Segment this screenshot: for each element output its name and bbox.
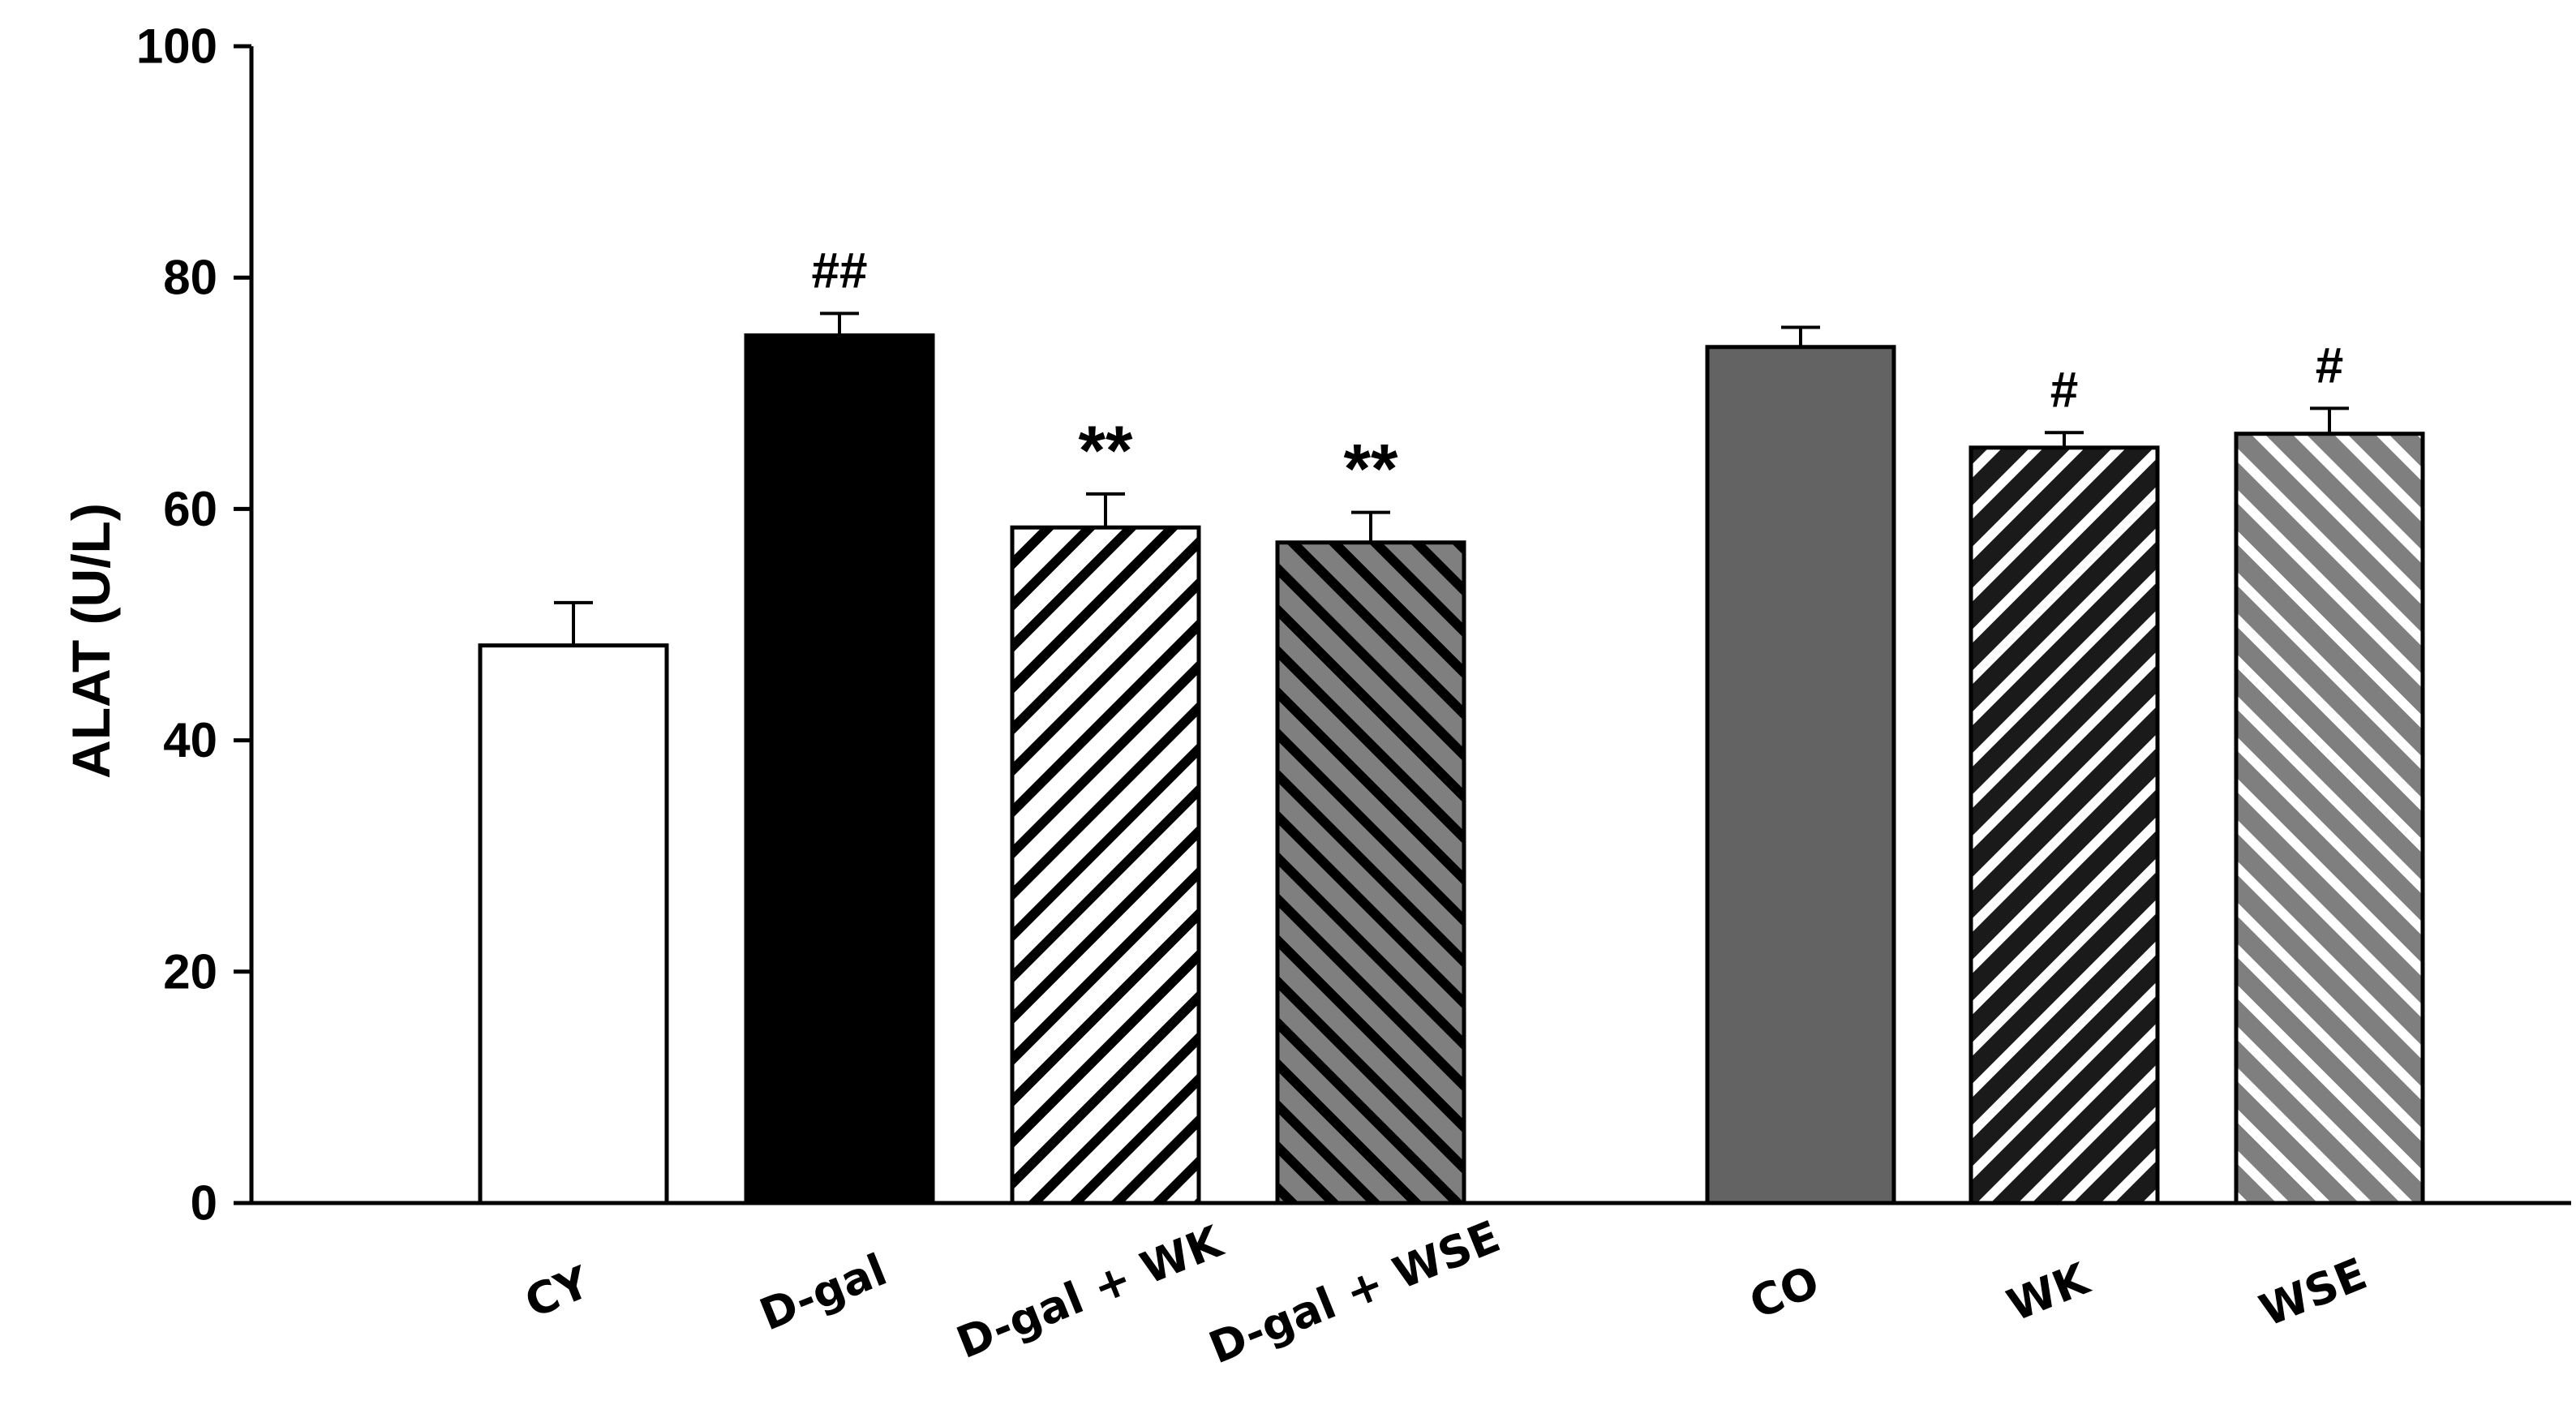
y-tick-label: 20 [163,944,217,999]
bar-wse [2234,432,2425,1205]
bar-d-gal-wse [1275,540,1466,1205]
bar-d-gal-wk [1010,525,1201,1205]
category-label: D-gal + WK [950,1215,1230,1369]
y-tick-label: 40 [163,713,217,767]
y-tick-label: 100 [136,19,217,74]
category-label: D-gal + WSE [1202,1211,1507,1374]
y-tick-label: 0 [191,1176,217,1231]
bar-wk [1968,445,2160,1205]
significance-label: # [2316,337,2343,393]
category-label: WK [2000,1253,2097,1331]
category-label: WSE [2252,1248,2373,1336]
category-label: CO [1743,1256,1827,1329]
significance-label: ## [812,243,868,299]
significance-label: ** [1079,412,1133,490]
bar-d-gal [744,333,935,1205]
y-axis-title: ALAT (U/L) [61,503,121,779]
category-label: CY [518,1257,597,1328]
significance-label: # [2050,362,2078,418]
category-label: D-gal [753,1244,894,1340]
significance-label: ** [1344,431,1398,509]
y-tick-label: 80 [163,251,217,305]
bar-cy [478,643,669,1205]
y-tick-label: 60 [163,482,217,536]
bar-co [1705,345,1896,1205]
